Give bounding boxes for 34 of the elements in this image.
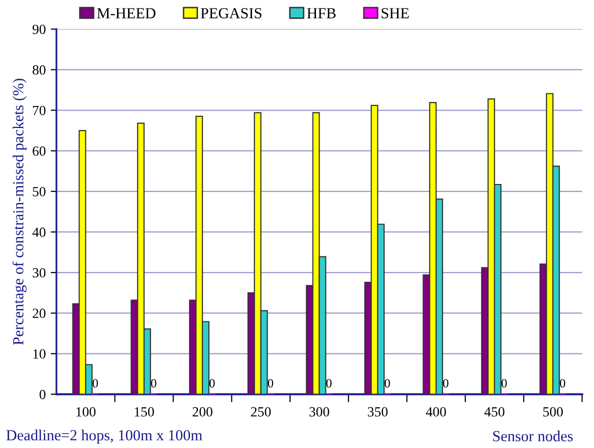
data-label: 0 (151, 379, 156, 388)
x-tick-label: 450 (484, 407, 504, 417)
y-axis-title: Percentage of constrain-missed packets (%) (12, 78, 27, 345)
y-tick-label: 0 (40, 390, 46, 400)
y-tick-label: 20 (32, 308, 46, 318)
data-label: 0 (443, 379, 448, 388)
x-axis-title: Sensor nodes (493, 430, 573, 442)
legend-label: HFB (307, 8, 336, 18)
y-tick-label: 30 (32, 268, 46, 278)
x-tick-label: 350 (368, 407, 388, 417)
x-tick-label: 100 (76, 407, 96, 417)
y-tick-label: 80 (32, 65, 46, 75)
legend-label: M-HEED (97, 8, 156, 18)
legend-label: PEGASIS (200, 8, 262, 18)
y-tick-label: 90 (32, 24, 46, 34)
x-tick-label: 250 (251, 407, 271, 417)
x-tick-label: 150 (134, 407, 154, 417)
data-label: 0 (384, 379, 390, 388)
text: Deadline=2 hops, 100m x 100m (6, 430, 202, 444)
y-tick-label: 40 (32, 228, 46, 237)
data-label: 0 (501, 379, 507, 388)
legend-label: SHE (382, 8, 409, 18)
data-label: 0 (326, 379, 332, 388)
y-tick-label: 10 (33, 349, 46, 359)
x-tick-label: 500 (543, 407, 563, 417)
y-tick-label: 50 (32, 186, 46, 196)
data-label: 0 (209, 379, 215, 388)
x-tick-label: 400 (426, 407, 446, 417)
y-tick-label: 70 (33, 106, 46, 116)
data-label: 0 (268, 379, 274, 388)
y-tick-label: 60 (32, 146, 46, 156)
data-label: 0 (92, 379, 98, 388)
x-tick-label: 300 (310, 407, 330, 417)
x-tick-label: 200 (192, 407, 212, 417)
